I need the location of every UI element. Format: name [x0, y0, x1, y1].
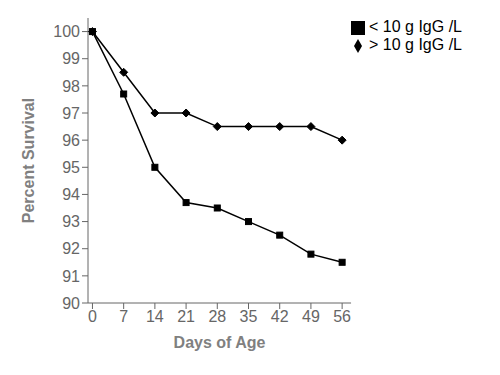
svg-text:28: 28 — [208, 308, 226, 325]
html-text:> 10 g IgG /L: > 10 g IgG /L — [369, 36, 462, 53]
svg-text:93: 93 — [62, 213, 80, 230]
svg-text:100: 100 — [53, 23, 80, 40]
svg-text:7: 7 — [119, 308, 128, 325]
svg-text:99: 99 — [62, 50, 80, 67]
svg-text:21: 21 — [177, 308, 195, 325]
svg-text:90: 90 — [62, 295, 80, 312]
svg-text:91: 91 — [62, 268, 80, 285]
svg-text:35: 35 — [240, 308, 258, 325]
svg-text:Days of Age: Days of Age — [174, 334, 266, 351]
svg-text:94: 94 — [62, 186, 80, 203]
html-text:< 10 g IgG /L: < 10 g IgG /L — [369, 18, 462, 35]
svg-text:0: 0 — [88, 308, 97, 325]
svg-text:14: 14 — [146, 308, 164, 325]
svg-text:97: 97 — [62, 105, 80, 122]
svg-text:95: 95 — [62, 159, 80, 176]
svg-text:92: 92 — [62, 240, 80, 257]
svg-text:98: 98 — [62, 78, 80, 95]
svg-text:49: 49 — [302, 308, 320, 325]
svg-text:Percent Survival: Percent Survival — [20, 98, 37, 223]
svg-text:56: 56 — [333, 308, 351, 325]
svg-text:42: 42 — [271, 308, 289, 325]
svg-text:96: 96 — [62, 132, 80, 149]
